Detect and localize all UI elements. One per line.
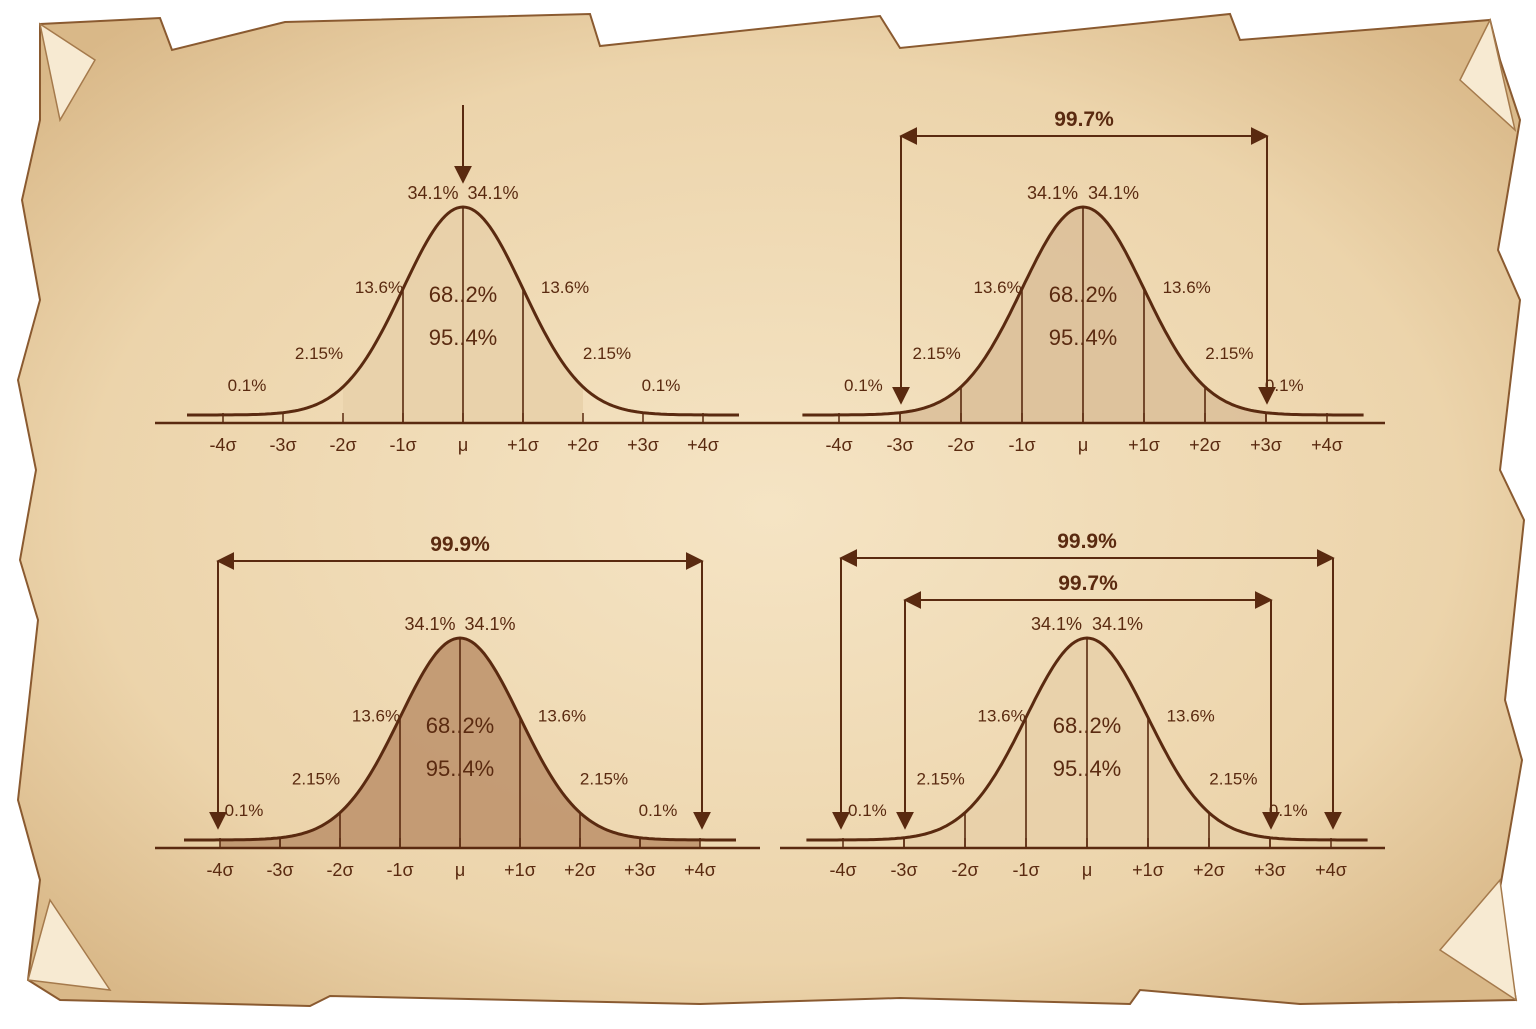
- tick-label: +3σ: [1254, 860, 1286, 880]
- tick-label: -3σ: [266, 860, 293, 880]
- label-13-right: 13.6%: [541, 278, 589, 297]
- label-2-left: 2.15%: [916, 770, 964, 789]
- diagrams-group: -4σ -3σ -2σ -1σ μ +1σ +2σ +3σ +4σ 34.1% 34.1% 13.6%…: [155, 105, 1385, 880]
- center-label-68: 68..2%: [1049, 282, 1118, 307]
- corner-curl-bottom-left: [27, 898, 112, 991]
- tick-label: -1σ: [386, 860, 413, 880]
- label-2-left: 2.15%: [292, 770, 340, 789]
- label-34-left: 34.1%: [407, 183, 458, 203]
- label-34-left: 34.1%: [1031, 614, 1082, 634]
- tick-label: +1σ: [507, 435, 539, 455]
- bell-curve: [802, 205, 1364, 417]
- center-label-68: 68..2%: [429, 282, 498, 307]
- tick-label: -2σ: [947, 435, 974, 455]
- tick-label: +1σ: [504, 860, 536, 880]
- tick-label: -1σ: [1012, 860, 1039, 880]
- tick-label: -1σ: [389, 435, 416, 455]
- label-0-1-left: 0.1%: [844, 376, 883, 395]
- label-13-right: 13.6%: [1163, 278, 1211, 297]
- tick-label: -1σ: [1008, 435, 1035, 455]
- tick-label: -3σ: [269, 435, 296, 455]
- center-label-95: 95..4%: [429, 325, 498, 350]
- tick-label: +4σ: [1315, 860, 1347, 880]
- corner-curl-bottom-right: [1438, 878, 1517, 1002]
- diagram-top-right: -4σ -3σ -2σ -1σ μ +1σ +2σ +3σ +4σ 34.1% 34.1% 13.6%…: [780, 108, 1385, 455]
- label-0-1-right: 0.1%: [642, 376, 681, 395]
- parchment-sheet: [16, 12, 1526, 1008]
- span-label-four_sigma: 99.9%: [1057, 530, 1117, 553]
- tick-label: -4σ: [206, 860, 233, 880]
- tick-label: +3σ: [627, 435, 659, 455]
- label-13-left: 13.6%: [355, 278, 403, 297]
- label-13-left: 13.6%: [973, 278, 1021, 297]
- tick-label: +2σ: [1189, 435, 1221, 455]
- tick-label: +2σ: [1193, 860, 1225, 880]
- diagram-bottom-left: -4σ -3σ -2σ -1σ μ +1σ +2σ +3σ +4σ 34.1% 34.1% 13.6%…: [155, 533, 760, 880]
- span-label-three_sigma: 99.7%: [1054, 108, 1114, 131]
- label-2-right: 2.15%: [580, 770, 628, 789]
- label-2-left: 2.15%: [912, 344, 960, 363]
- tick-label: +4σ: [687, 435, 719, 455]
- label-13-left: 13.6%: [977, 706, 1025, 725]
- label-34-left: 34.1%: [1027, 183, 1078, 203]
- bell-curve: [806, 636, 1368, 842]
- tick-label: μ: [1078, 435, 1088, 455]
- tick-label: +4σ: [1311, 435, 1343, 455]
- label-0-1-left: 0.1%: [228, 376, 267, 395]
- center-label-68: 68..2%: [1053, 713, 1122, 738]
- tick-label: μ: [458, 435, 468, 455]
- tick-label: +4σ: [684, 860, 716, 880]
- tick-label: -4σ: [825, 435, 852, 455]
- tick-label: +1σ: [1132, 860, 1164, 880]
- tick-label: -3σ: [886, 435, 913, 455]
- diagram-bottom-right: -4σ -3σ -2σ -1σ μ +1σ +2σ +3σ +4σ 34.1% 34.1% 13.6%…: [780, 530, 1385, 880]
- label-13-left: 13.6%: [352, 706, 400, 725]
- label-0-1-left: 0.1%: [225, 801, 264, 820]
- tick-label: -2σ: [326, 860, 353, 880]
- tick-label: -3σ: [890, 860, 917, 880]
- label-13-right: 13.6%: [538, 706, 586, 725]
- span-label-four_sigma: 99.9%: [430, 533, 490, 556]
- span-label-three_sigma: 99.7%: [1058, 572, 1118, 595]
- bell-curve: [187, 205, 739, 417]
- label-34-right: 34.1%: [467, 183, 518, 203]
- tick-label: +3σ: [1250, 435, 1282, 455]
- label-34-right: 34.1%: [1088, 183, 1139, 203]
- label-2-right: 2.15%: [583, 344, 631, 363]
- label-2-right: 2.15%: [1205, 344, 1253, 363]
- label-34-left: 34.1%: [404, 614, 455, 634]
- center-label-95: 95..4%: [1053, 756, 1122, 781]
- bell-curve: [184, 636, 736, 842]
- center-label-68: 68..2%: [426, 713, 495, 738]
- label-2-right: 2.15%: [1209, 770, 1257, 789]
- label-0-1-right: 0.1%: [1265, 376, 1304, 395]
- tick-label: +1σ: [1128, 435, 1160, 455]
- label-2-left: 2.15%: [295, 344, 343, 363]
- tick-label: -2σ: [951, 860, 978, 880]
- label-0-1-right: 0.1%: [639, 801, 678, 820]
- corner-curl-top-right: [1459, 17, 1517, 133]
- tick-label: -4σ: [209, 435, 236, 455]
- corner-curl-top-left: [38, 22, 97, 123]
- tick-label: μ: [455, 860, 465, 880]
- tick-label: +2σ: [567, 435, 599, 455]
- diagram-top-left: -4σ -3σ -2σ -1σ μ +1σ +2σ +3σ +4σ 34.1% 34.1% 13.6%…: [155, 105, 780, 455]
- label-0-1-left: 0.1%: [848, 801, 887, 820]
- label-13-right: 13.6%: [1167, 706, 1215, 725]
- label-34-right: 34.1%: [1092, 614, 1143, 634]
- label-0-1-right: 0.1%: [1269, 801, 1308, 820]
- center-label-95: 95..4%: [1049, 325, 1118, 350]
- center-label-95: 95..4%: [426, 756, 495, 781]
- label-34-right: 34.1%: [464, 614, 515, 634]
- tick-label: +3σ: [624, 860, 656, 880]
- tick-label: -4σ: [829, 860, 856, 880]
- tick-label: -2σ: [329, 435, 356, 455]
- tick-label: μ: [1082, 860, 1092, 880]
- tick-label: +2σ: [564, 860, 596, 880]
